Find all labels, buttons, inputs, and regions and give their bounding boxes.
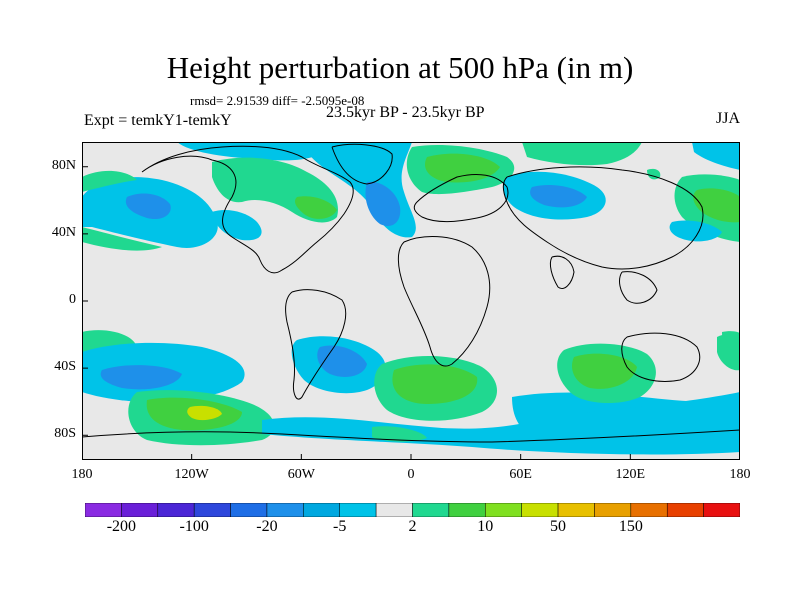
lat-tick-label: 40N <box>51 224 76 240</box>
colorbar-swatch <box>594 503 632 517</box>
colorbar-swatch <box>557 503 595 517</box>
colorbar-swatch <box>630 503 668 517</box>
stats-label: rmsd= 2.91539 diff= -2.5095e-08 <box>190 93 365 108</box>
anomaly-green-europe <box>424 153 500 183</box>
colorbar-swatch <box>303 503 340 517</box>
coast-india <box>549 255 575 289</box>
anomaly-cyan-wpacific <box>669 220 722 242</box>
season-label: JJA <box>715 110 740 127</box>
map-title: Height perturbation at 500 hPa (in m) <box>166 50 634 85</box>
anomaly-cyan-npacific-east <box>692 142 740 170</box>
anomaly-green-sindian <box>571 353 637 389</box>
anomaly-blue-asia <box>530 185 587 208</box>
coast-south-america <box>285 289 347 400</box>
coast-greenland <box>331 143 393 185</box>
colorbar-swatch <box>121 503 159 517</box>
coast-north-america <box>141 145 354 274</box>
anomaly-teal-spacific-east <box>717 334 740 371</box>
colorbar-swatch <box>448 503 486 517</box>
colorbar-swatch <box>266 503 304 517</box>
lon-tick-label: 60W <box>287 467 315 482</box>
colorbar-swatch <box>485 503 522 517</box>
colorbar-swatch <box>375 503 413 517</box>
colorbar-swatch <box>157 503 195 517</box>
lat-tick-label: 80S <box>54 426 76 442</box>
anomaly-green-satl <box>392 364 478 404</box>
lat-tick-label: 0 <box>69 292 76 307</box>
coastlines <box>82 143 740 443</box>
lon-tick-label: 180 <box>729 467 751 482</box>
lon-tick-label: 180 <box>71 467 93 482</box>
colorbar-swatch <box>521 503 559 517</box>
colorbar-swatch <box>412 503 450 517</box>
colorbar-label: -200 <box>106 518 137 535</box>
anomaly-teal-nw <box>82 227 162 251</box>
experiment-label: Expt = temkY1-temkY <box>84 112 232 129</box>
coast-africa <box>397 236 491 367</box>
lon-tick-label: 0 <box>407 467 415 482</box>
lon-tick-label: 120W <box>174 467 209 482</box>
anomaly-cyan-arctic <box>177 142 332 161</box>
coast-australia <box>621 332 701 382</box>
colorbar-swatch <box>339 503 377 517</box>
colorbar-label: -100 <box>179 518 209 535</box>
anomaly-blue-natl <box>365 181 401 227</box>
colorbar-swatch <box>230 503 268 517</box>
anomaly-teal-npacific <box>82 170 137 192</box>
lat-tick-label: 80N <box>51 157 76 173</box>
colorbar-swatch <box>666 503 704 517</box>
anomaly-teal-siberia <box>522 142 642 166</box>
anomaly-green-npacific-east <box>693 188 740 223</box>
anomaly-blue-npacific <box>125 193 171 220</box>
lon-ticks <box>82 454 740 460</box>
anomaly-teal-southern-ocean <box>372 426 427 442</box>
colorbar-label: 2 <box>408 518 417 535</box>
colorbar-label: 50 <box>550 518 567 535</box>
anomaly-blue-spacific <box>100 365 182 390</box>
anomaly-cyan-natl-west <box>212 210 262 241</box>
coast-antarctica <box>82 429 740 443</box>
lat-tick-label: 40S <box>54 359 76 375</box>
anomaly-green-canada <box>294 196 337 219</box>
coast-southeast-asia <box>619 271 658 304</box>
colorbar <box>85 503 740 517</box>
period-label: 23.5kyr BP - 23.5kyr BP <box>326 104 485 121</box>
height-perturbation-map <box>82 142 740 460</box>
colorbar-swatch <box>703 503 740 517</box>
colorbar-label: -5 <box>333 518 347 535</box>
colorbar-swatch <box>193 503 231 517</box>
colorbar-label: 150 <box>618 518 643 535</box>
anomaly-yellowgreen-s <box>187 405 222 421</box>
coast-europe <box>413 174 509 223</box>
lon-tick-label: 60E <box>509 467 532 482</box>
coast-asia <box>502 166 704 270</box>
lat-ticks <box>82 166 88 436</box>
colorbar-label: -20 <box>256 518 278 535</box>
colorbar-label: 10 <box>477 518 494 535</box>
colorbar-swatch <box>85 503 122 517</box>
lon-tick-label: 120E <box>615 467 646 482</box>
